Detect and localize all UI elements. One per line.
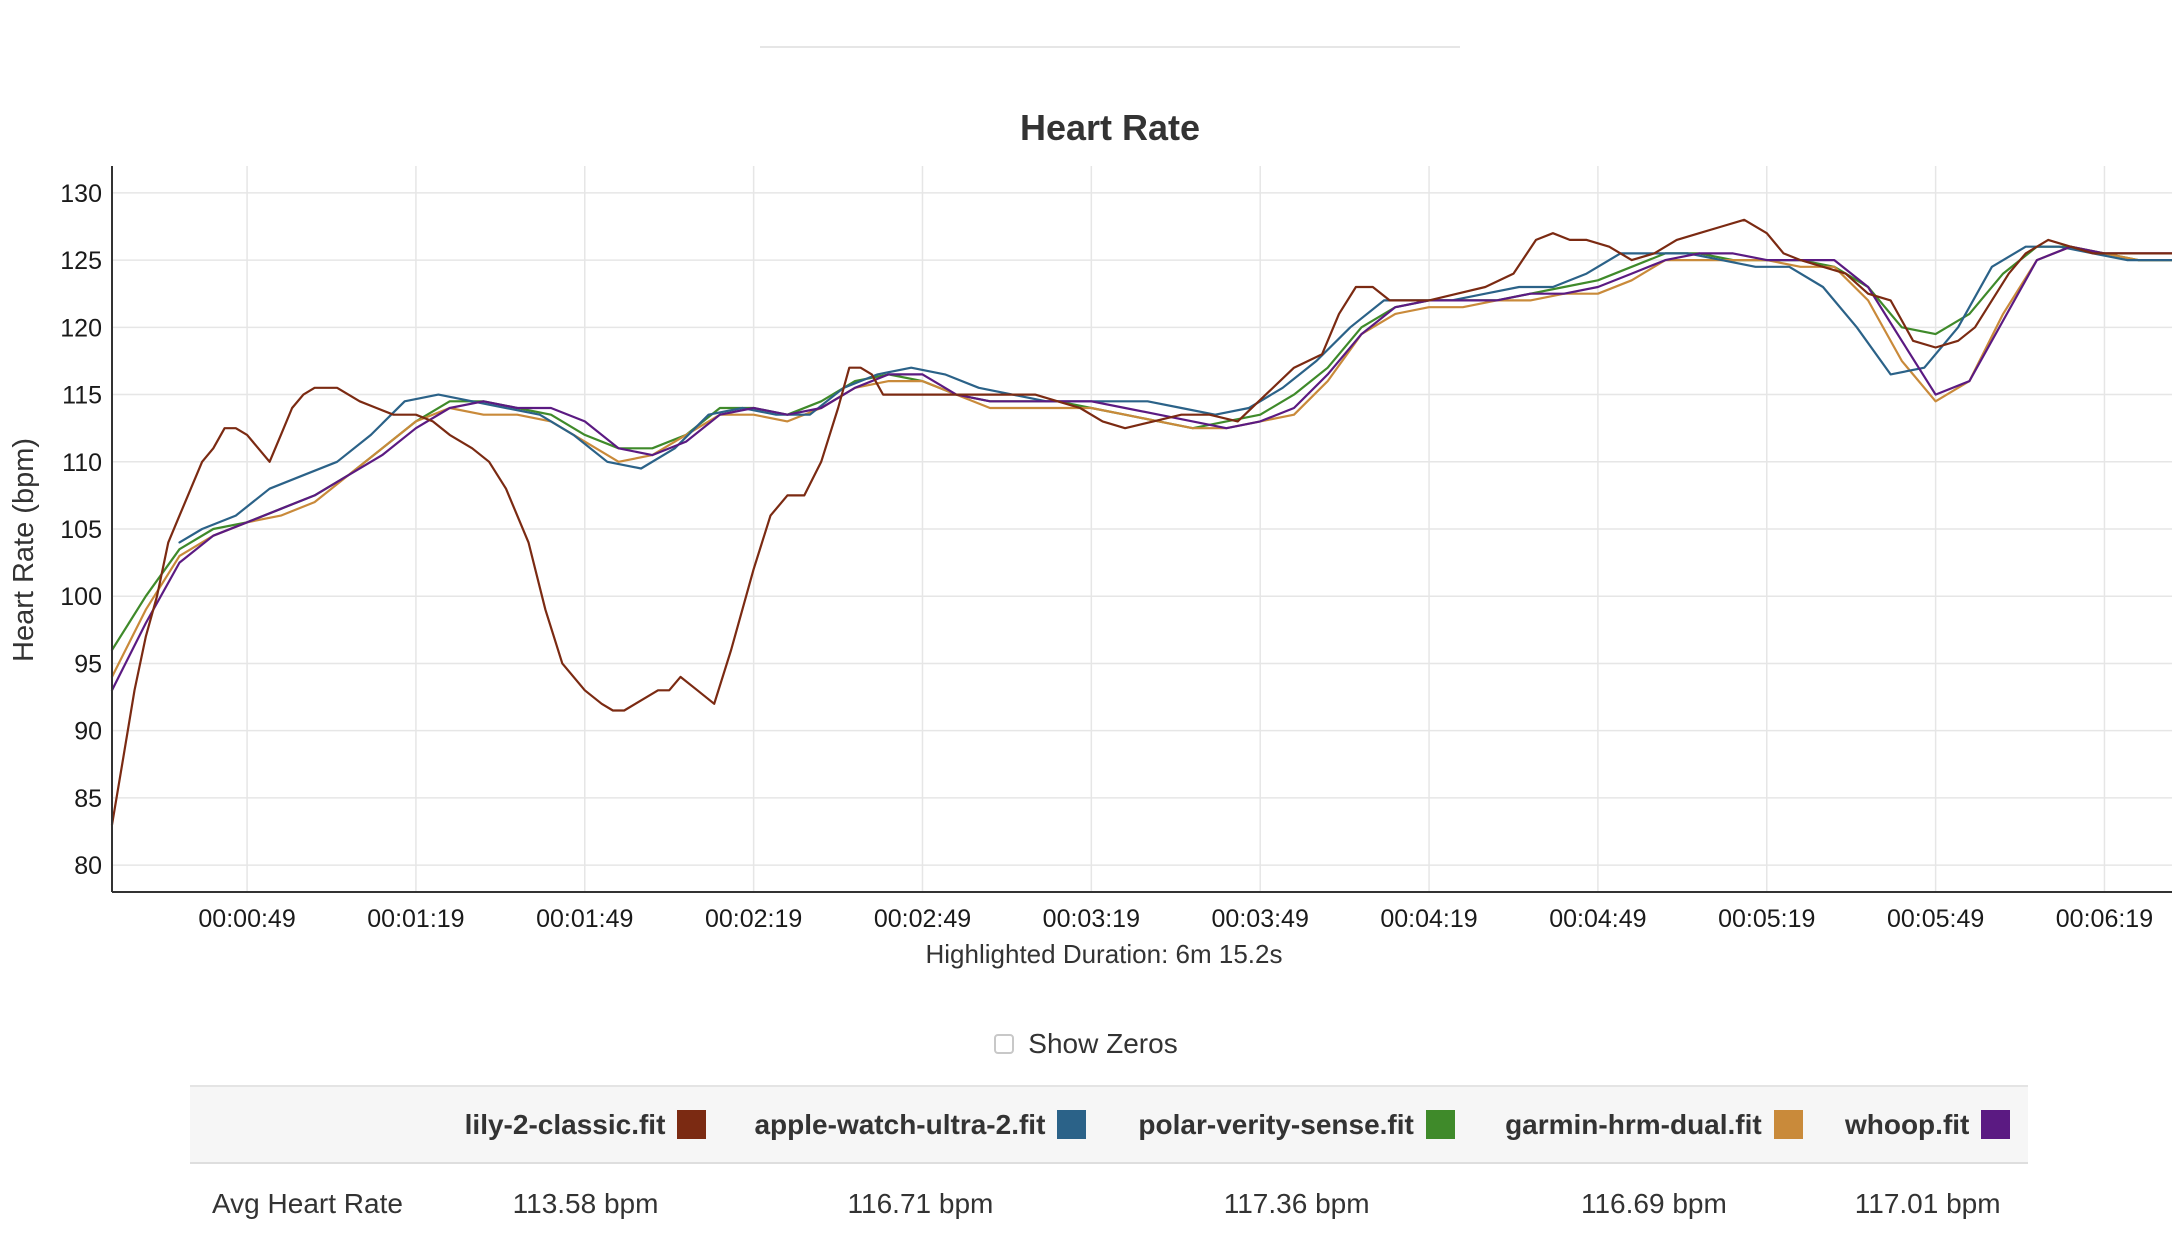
y-tick-label: 130 (60, 180, 102, 208)
legend-whoop-label: whoop.fit (1844, 1108, 1970, 1140)
y-tick-label: 85 (74, 785, 102, 813)
x-axis-ticks: 00:00:49 00:01:19 00:01:49 00:02:19 00:02:49… (198, 905, 2153, 933)
avg-garmin: 116.69 bpm (1580, 1188, 1727, 1219)
legend-polar-swatch (1425, 1109, 1455, 1139)
avg-heart-rate-row: Avg Heart Rate 113.58 bpm 116.71 bpm 117… (190, 1163, 2028, 1244)
y-axis-label: Heart Rate (bpm) (8, 438, 40, 662)
x-tick-label: 00:01:49 (536, 905, 633, 933)
x-tick-label: 00:02:49 (874, 905, 971, 933)
legend-garmin-swatch (1773, 1109, 1803, 1139)
show-zeros-label[interactable]: Show Zeros (1028, 1028, 1178, 1059)
avg-heart-rate-label: Avg Heart Rate (212, 1188, 403, 1219)
show-zeros-checkbox[interactable] (994, 1034, 1015, 1054)
x-tick-label: 00:05:19 (1718, 905, 1815, 933)
duration-subtitle: Highlighted Duration: 6m 15.2s (926, 939, 1283, 969)
y-tick-label: 110 (62, 449, 102, 477)
y-tick-label: 95 (74, 650, 102, 678)
axes (111, 166, 2172, 893)
legend-lily-swatch (677, 1109, 707, 1139)
avg-apple: 116.71 bpm (847, 1188, 994, 1219)
avg-whoop: 117.01 bpm (1854, 1188, 2001, 1219)
series-lines (110, 218, 2172, 826)
y-tick-label: 80 (74, 852, 102, 880)
avg-polar: 117.36 bpm (1223, 1188, 1370, 1219)
x-tick-label: 00:05:49 (1887, 905, 1984, 933)
x-tick-label: 00:02:19 (705, 905, 802, 933)
legend-apple[interactable]: apple-watch-ultra-2.fit (728, 1085, 1113, 1164)
x-tick-label: 00:03:49 (1212, 905, 1309, 933)
legend-polar-label: polar-verity-sense.fit (1138, 1108, 1414, 1140)
legend-whoop-swatch (1981, 1109, 2011, 1139)
x-tick-label: 00:04:49 (1549, 905, 1646, 933)
x-tick-label: 00:04:19 (1380, 905, 1477, 933)
series-line-lily (110, 218, 2172, 826)
y-tick-label: 115 (62, 382, 102, 410)
legend-whoop[interactable]: whoop.fit (1827, 1085, 2028, 1164)
top-divider (760, 46, 1460, 48)
series-line-garmin (110, 245, 2172, 679)
avg-lily: 113.58 bpm (512, 1188, 659, 1219)
chart-title: Heart Rate (1020, 107, 1200, 148)
y-tick-label: 105 (60, 516, 102, 544)
show-zeros-control[interactable]: Show Zeros (0, 1028, 2172, 1060)
y-tick-label: 90 (74, 718, 102, 746)
y-tick-label: 125 (60, 247, 102, 275)
legend-polar[interactable]: polar-verity-sense.fit (1112, 1085, 1481, 1164)
legend-lily[interactable]: lily-2-classic.fit (443, 1085, 729, 1164)
series-line-polar (110, 245, 2172, 652)
heart-rate-chart: Heart Rate 80 85 90 95 100 105 110 115 120 125 130… (8, 107, 2172, 969)
legend-garmin-label: garmin-hrm-dual.fit (1505, 1108, 1762, 1140)
x-tick-label: 00:06:19 (2056, 905, 2153, 933)
legend-apple-swatch (1057, 1109, 1087, 1139)
grid-lines (112, 166, 2172, 892)
series-line-apple (178, 245, 2172, 544)
x-tick-label: 00:01:19 (367, 905, 464, 933)
y-tick-label: 100 (60, 583, 102, 611)
x-tick-label: 00:03:19 (1043, 905, 1140, 933)
legend-apple-label: apple-watch-ultra-2.fit (754, 1108, 1046, 1140)
stats-header-blank (190, 1085, 443, 1164)
stats-table: lily-2-classic.fit apple-watch-ultra-2.f… (190, 1085, 2028, 1244)
x-tick-label: 00:00:49 (198, 905, 295, 933)
series-line-whoop (110, 245, 2172, 692)
legend-garmin[interactable]: garmin-hrm-dual.fit (1480, 1085, 1828, 1164)
legend-lily-label: lily-2-classic.fit (464, 1108, 666, 1140)
y-axis-ticks: 80 85 90 95 100 105 110 115 120 125 130 (60, 180, 102, 880)
y-tick-label: 120 (60, 314, 102, 342)
stats-header-row: lily-2-classic.fit apple-watch-ultra-2.f… (190, 1085, 2028, 1164)
